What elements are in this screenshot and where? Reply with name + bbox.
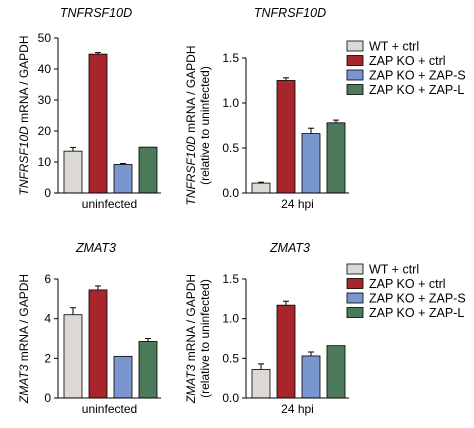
y-tick-label: 6 xyxy=(44,272,51,286)
chart-title: ZMAT3 xyxy=(75,241,116,255)
y-axis-label-gene: TNFRSF10D xyxy=(17,126,31,196)
y-axis-label-unit: mRNA / GAPDH xyxy=(17,274,31,365)
y-axis-label-unit: mRNA / GAPDH xyxy=(184,45,198,136)
bar-1 xyxy=(63,314,83,399)
y-tick-label: 0 xyxy=(44,186,51,200)
legend-label: WT + ctrl xyxy=(369,263,419,277)
y-tick-label: 10 xyxy=(38,155,52,169)
y-tick-label: 1.5 xyxy=(222,51,239,65)
y-tick-label: 1.0 xyxy=(222,312,239,326)
bar-2 xyxy=(88,289,108,399)
legend-swatch xyxy=(346,292,364,304)
legend-swatch xyxy=(346,55,364,66)
chart-title: TNFRSF10D xyxy=(254,6,326,20)
legend-swatch xyxy=(346,69,364,81)
y-tick-label: 40 xyxy=(38,62,52,76)
y-tick-label: 0.5 xyxy=(222,351,239,365)
legend-label: WT + ctrl xyxy=(369,40,419,54)
y-axis-label-unit: mRNA / GAPDH xyxy=(184,274,198,365)
legend-swatch xyxy=(346,263,364,275)
y-axis-label-line2: (relative to uninfected) xyxy=(198,66,212,185)
y-axis-label: ZMAT3 mRNA / GAPDH xyxy=(184,274,198,404)
legend-swatch xyxy=(346,40,364,52)
y-tick-label: 30 xyxy=(38,93,52,107)
y-tick-label: 0 xyxy=(44,391,51,405)
y-tick-label: 1.0 xyxy=(222,96,239,110)
bar-4 xyxy=(326,122,346,194)
bar-3 xyxy=(301,133,321,194)
legend-label: ZAP KO + ZAP-S xyxy=(369,69,466,83)
bar-2 xyxy=(88,53,108,194)
y-axis-label-gene: ZMAT3 xyxy=(17,364,31,404)
y-axis-label: TNFRSF10D mRNA / GAPDH xyxy=(184,45,198,205)
legend-label: ZAP KO + ctrl xyxy=(369,54,446,68)
bar-4 xyxy=(138,341,158,399)
chart-panel-3: ZMAT3 0 2 4 6 uninfected ZMAT3 mRNA / GAPDH xyxy=(17,241,161,416)
y-tick-label: 0.5 xyxy=(222,141,239,155)
y-axis-label: ZMAT3 mRNA / GAPDH xyxy=(17,274,31,404)
bar-1 xyxy=(63,150,83,194)
bar-3 xyxy=(301,355,321,399)
y-axis-label-gene: TNFRSF10D xyxy=(184,136,198,206)
bar-2 xyxy=(276,80,296,194)
y-axis-label: TNFRSF10D mRNA / GAPDH xyxy=(17,35,31,195)
y-axis-label-gene: ZMAT3 xyxy=(184,364,198,404)
x-axis-label: 24 hpi xyxy=(281,197,314,211)
y-tick-label: 4 xyxy=(44,312,51,326)
y-tick-label: 20 xyxy=(38,124,52,138)
chart-panel-1: TNFRSF10D 0 10 20 30 40 50 uninfected TNFRSF10D … xyxy=(17,6,161,211)
x-axis-label: uninfected xyxy=(82,197,137,211)
bar-1 xyxy=(251,182,271,194)
y-axis-label-line2: (relative to uninfected) xyxy=(198,279,212,398)
chart-title: ZMAT3 xyxy=(269,241,310,255)
legend-label: ZAP KO + ZAP-L xyxy=(369,83,464,97)
legend-label: ZAP KO + ZAP-L xyxy=(369,306,464,320)
y-tick-label: 0.0 xyxy=(222,391,239,405)
bar-3 xyxy=(113,355,133,399)
legend-swatch xyxy=(346,307,364,318)
y-axis-label-unit: mRNA / GAPDH xyxy=(17,35,31,126)
legend-label: ZAP KO + ctrl xyxy=(369,277,446,291)
bar-2 xyxy=(276,304,296,399)
chart-panel-2: TNFRSF10D 0.0 0.5 1.0 1.5 24 hpi TNFRSF10D mRN… xyxy=(184,6,349,211)
chart-panel-4: ZMAT3 0.0 0.5 1.0 1.5 24 hpi ZMAT3 mRNA / GAPD… xyxy=(184,241,349,416)
legend-swatch xyxy=(346,278,364,289)
y-tick-label: 50 xyxy=(38,31,52,45)
chart-title: TNFRSF10D xyxy=(60,6,132,20)
legend-swatch xyxy=(346,84,364,95)
y-tick-label: 0.0 xyxy=(222,186,239,200)
bar-3 xyxy=(113,164,133,194)
y-tick-label: 1.5 xyxy=(222,272,239,286)
y-tick-label: 2 xyxy=(44,351,51,365)
bar-1 xyxy=(251,369,271,399)
legend-label: ZAP KO + ZAP-S xyxy=(369,292,466,306)
x-axis-label: 24 hpi xyxy=(281,402,314,416)
bar-4 xyxy=(326,345,346,399)
bar-4 xyxy=(138,146,158,194)
x-axis-label: uninfected xyxy=(82,402,137,416)
